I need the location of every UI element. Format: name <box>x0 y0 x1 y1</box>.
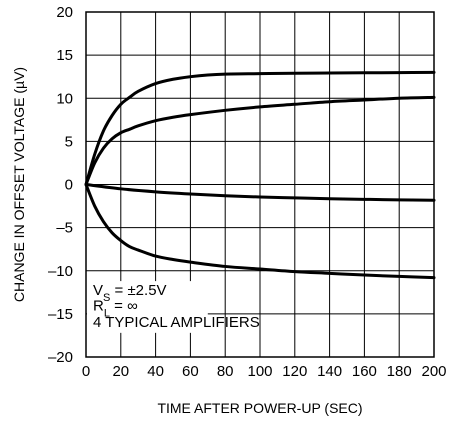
y-tick-label: –15 <box>48 306 73 323</box>
series-line-amplifier-4 <box>84 183 436 280</box>
series-line-amplifier-1 <box>84 70 436 186</box>
y-tick-label: 10 <box>56 90 73 107</box>
x-tick-label: 140 <box>317 363 342 380</box>
y-tick-label: 20 <box>56 4 73 21</box>
y-tick-label: –5 <box>56 220 73 237</box>
x-tick-label: 40 <box>147 363 164 380</box>
x-axis-label: TIME AFTER POWER-UP (SEC) <box>157 400 362 416</box>
series-layer <box>84 70 436 280</box>
x-tick-label: 80 <box>217 363 234 380</box>
annotation-box: VS = ±2.5V RL = ∞ 4 TYPICAL AMPLIFIERS <box>87 281 260 333</box>
annotation-supply-voltage: VS = ±2.5V <box>93 282 167 304</box>
x-tick-label: 120 <box>282 363 307 380</box>
x-tick-label: 100 <box>247 363 272 380</box>
y-tick-labels: 20 15 10 5 0 –5 –10 –15 –20 <box>48 4 73 366</box>
y-tick-label: 5 <box>65 133 73 150</box>
x-tick-label: 0 <box>82 363 90 380</box>
y-axis-label: CHANGE IN OFFSET VOLTAGE (µV) <box>11 67 27 302</box>
y-tick-label: –10 <box>48 263 73 280</box>
annotation-load-resistance: RL = ∞ <box>93 297 138 319</box>
x-tick-label: 160 <box>352 363 377 380</box>
x-tick-labels: 0 20 40 60 80 100 120 140 160 180 200 <box>82 363 447 380</box>
y-tick-label: 0 <box>65 177 73 194</box>
series-line-amplifier-3 <box>84 183 436 202</box>
y-tick-label: –20 <box>48 349 73 366</box>
x-tick-label: 180 <box>387 363 412 380</box>
y-tick-label: 15 <box>56 47 73 64</box>
series-line-amplifier-2 <box>84 95 436 186</box>
x-tick-label: 20 <box>112 363 129 380</box>
x-tick-label: 200 <box>421 363 446 380</box>
plot-frame <box>85 11 435 358</box>
x-tick-label: 60 <box>182 363 199 380</box>
annotation-amplifier-count: 4 TYPICAL AMPLIFIERS <box>93 314 260 331</box>
